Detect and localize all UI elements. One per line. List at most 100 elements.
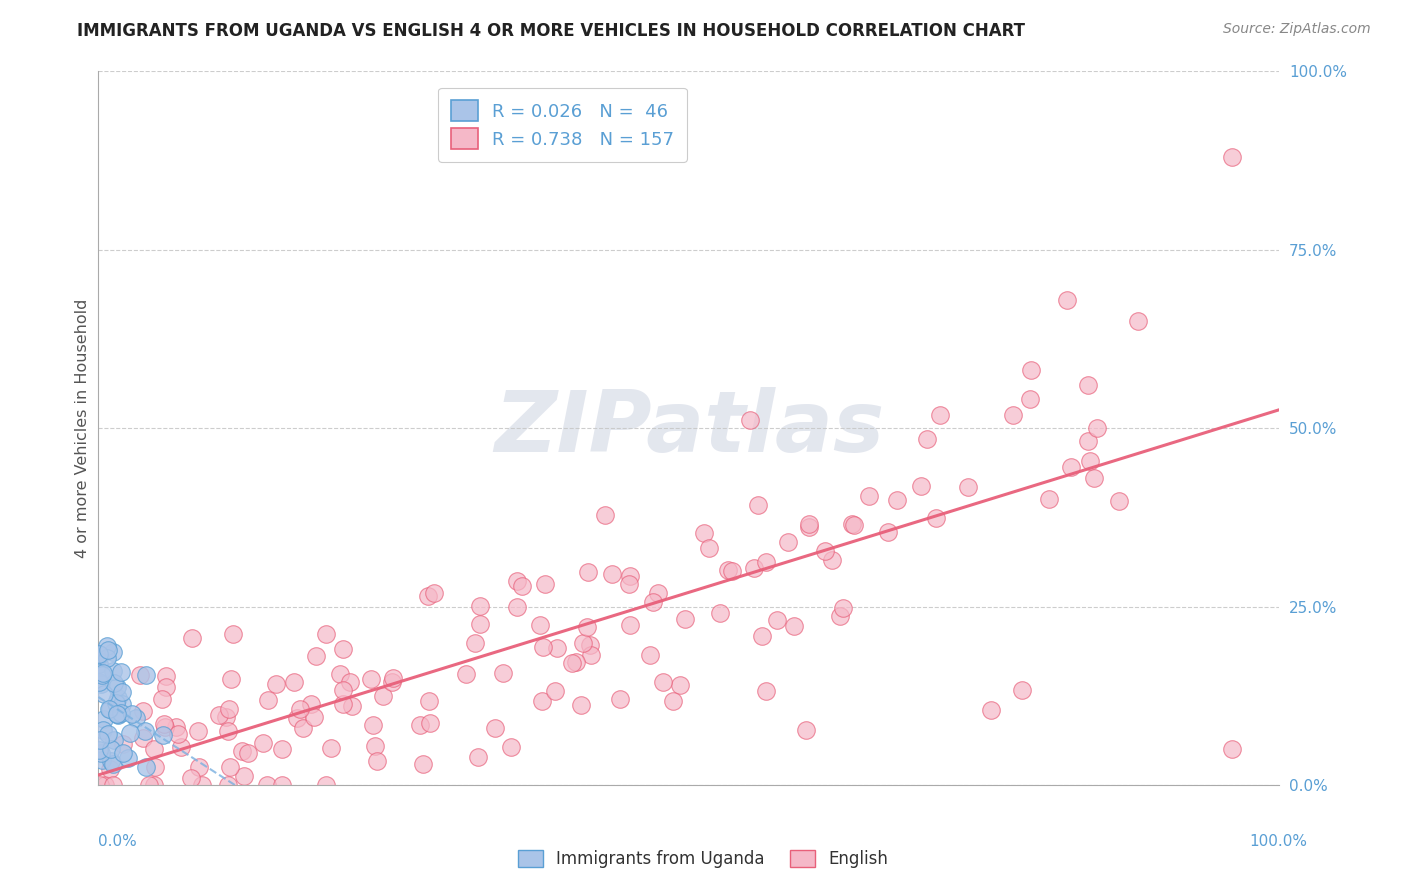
Point xyxy=(91,666,114,681)
Point xyxy=(134,724,156,739)
Point xyxy=(143,760,166,774)
Point xyxy=(257,693,280,707)
Point xyxy=(264,677,287,691)
Point xyxy=(97,727,120,741)
Point xyxy=(236,746,259,760)
Point xyxy=(412,757,434,772)
Point xyxy=(381,671,404,685)
Point xyxy=(467,750,489,764)
Point xyxy=(1220,150,1243,164)
Point xyxy=(152,728,174,742)
Point xyxy=(110,665,132,679)
Point xyxy=(662,694,685,708)
Point xyxy=(841,516,863,531)
Point xyxy=(747,498,769,512)
Point xyxy=(886,492,908,507)
Point xyxy=(738,413,761,427)
Point xyxy=(103,756,125,771)
Point xyxy=(915,433,938,447)
Point xyxy=(366,754,388,768)
Point xyxy=(744,561,766,575)
Point xyxy=(87,657,110,671)
Point xyxy=(299,697,322,711)
Point xyxy=(957,480,980,494)
Text: Source: ZipAtlas.com: Source: ZipAtlas.com xyxy=(1223,22,1371,37)
Point xyxy=(1059,460,1081,475)
Point xyxy=(342,699,364,714)
Point xyxy=(709,606,731,620)
Point xyxy=(321,741,343,756)
Point xyxy=(751,628,773,642)
Point xyxy=(673,612,696,626)
Point xyxy=(89,778,111,792)
Point xyxy=(125,711,148,725)
Point xyxy=(1038,491,1060,506)
Point xyxy=(135,668,157,682)
Point xyxy=(120,725,142,739)
Point xyxy=(93,688,115,702)
Point xyxy=(575,620,598,634)
Point xyxy=(304,649,326,664)
Point xyxy=(381,674,404,689)
Point xyxy=(252,736,274,750)
Point xyxy=(418,589,440,603)
Point xyxy=(423,586,446,600)
Point xyxy=(103,645,125,659)
Point xyxy=(191,778,214,792)
Point xyxy=(1077,434,1099,448)
Point xyxy=(105,696,128,710)
Point xyxy=(1078,454,1101,468)
Point xyxy=(832,600,855,615)
Point xyxy=(105,680,128,694)
Point xyxy=(101,664,124,678)
Point xyxy=(766,613,789,627)
Point xyxy=(180,771,202,785)
Point xyxy=(609,692,631,706)
Text: 100.0%: 100.0% xyxy=(1250,834,1308,849)
Point xyxy=(155,680,177,694)
Point xyxy=(1083,471,1105,485)
Point xyxy=(101,778,124,792)
Point xyxy=(572,636,595,650)
Point xyxy=(292,721,315,735)
Point xyxy=(1126,314,1149,328)
Point xyxy=(90,676,112,690)
Point xyxy=(544,683,567,698)
Point xyxy=(360,672,382,686)
Point xyxy=(910,478,932,492)
Point xyxy=(96,639,118,653)
Legend: R = 0.026   N =  46, R = 0.738   N = 157: R = 0.026 N = 46, R = 0.738 N = 157 xyxy=(439,87,688,161)
Point xyxy=(155,668,177,682)
Point xyxy=(776,534,799,549)
Point xyxy=(105,706,128,721)
Text: IMMIGRANTS FROM UGANDA VS ENGLISH 4 OR MORE VEHICLES IN HOUSEHOLD CORRELATION CH: IMMIGRANTS FROM UGANDA VS ENGLISH 4 OR M… xyxy=(77,22,1025,40)
Point xyxy=(170,740,193,755)
Point xyxy=(103,676,125,690)
Point xyxy=(304,710,326,724)
Point xyxy=(531,640,554,654)
Point xyxy=(647,586,669,600)
Point xyxy=(132,704,155,718)
Point xyxy=(217,723,239,738)
Point xyxy=(138,778,160,792)
Point xyxy=(93,723,115,738)
Point xyxy=(506,574,529,588)
Point xyxy=(218,702,240,716)
Point xyxy=(782,619,804,633)
Point xyxy=(315,778,337,792)
Point xyxy=(112,737,135,751)
Point xyxy=(218,760,240,774)
Point xyxy=(107,690,129,705)
Point xyxy=(143,778,166,792)
Point xyxy=(579,639,602,653)
Point xyxy=(103,733,125,747)
Point xyxy=(638,648,661,663)
Point xyxy=(1087,421,1109,435)
Point xyxy=(100,742,122,756)
Point xyxy=(271,742,294,756)
Point xyxy=(1056,293,1078,307)
Point xyxy=(876,525,898,540)
Point xyxy=(90,668,112,682)
Point xyxy=(928,408,950,422)
Point xyxy=(150,691,173,706)
